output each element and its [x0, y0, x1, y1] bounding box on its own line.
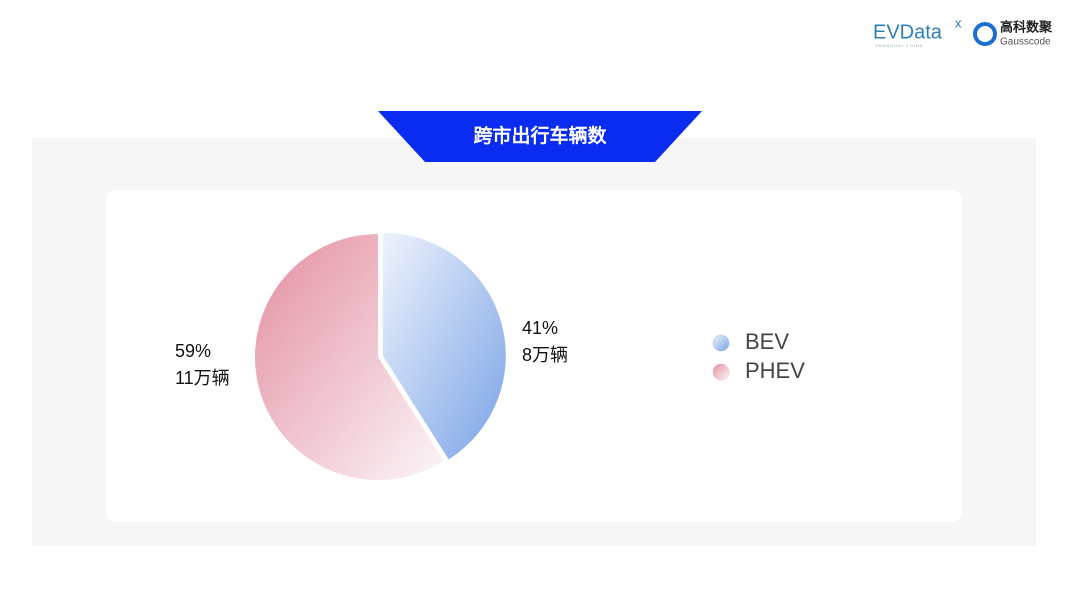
- count-label: 11万辆: [175, 368, 230, 388]
- legend-label: PHEV: [745, 358, 805, 383]
- legend-marker: [712, 363, 730, 381]
- legend-label: BEV: [745, 329, 789, 354]
- logo-brand-sub: SHANGHAI CHINA: [875, 43, 923, 48]
- data-label: 41%: [522, 318, 558, 338]
- count-label: 8万辆: [522, 345, 568, 365]
- chart-title: 跨市出行车辆数: [473, 124, 607, 147]
- data-label: 59%: [175, 341, 211, 361]
- plot: 41% 8万辆 59% 11万辆 BEV PHEV: [175, 232, 805, 480]
- pie-slice: [382, 232, 506, 460]
- pie-slice: [254, 234, 444, 480]
- legend-marker: [712, 334, 730, 352]
- logo-partner-sub: Gausscode: [1000, 37, 1051, 48]
- logo-partner: 高科数聚: [1000, 19, 1053, 34]
- logo-brand-mark: x: [955, 15, 962, 30]
- title-banner: [378, 111, 702, 162]
- logo-brand: EVData: [873, 21, 943, 43]
- logo-icon: [973, 22, 997, 46]
